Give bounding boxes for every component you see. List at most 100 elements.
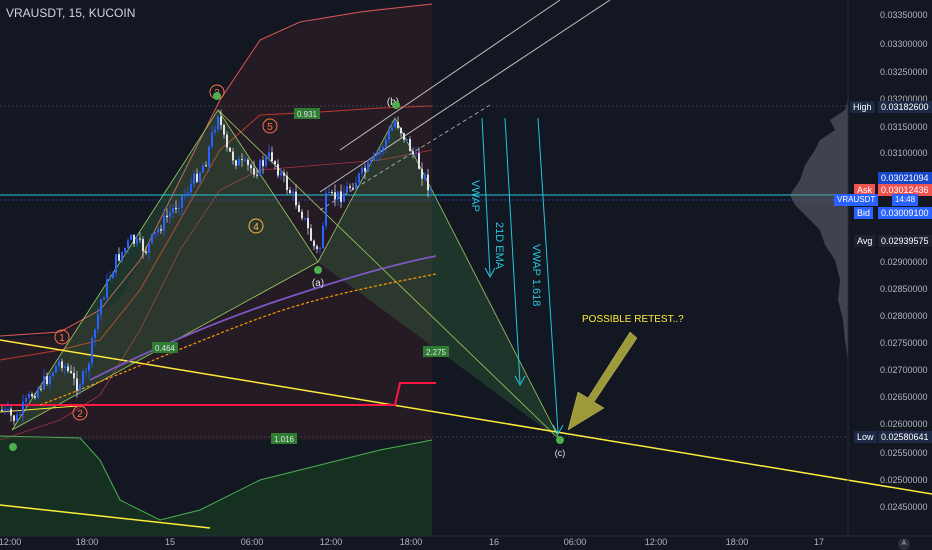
channel-lower [319, 104, 491, 211]
candle-body [151, 234, 153, 244]
ema-text: 21D EMA [493, 222, 505, 270]
candle-body [268, 152, 270, 157]
candle-body [391, 127, 393, 131]
channel-upper [339, 0, 561, 151]
bid-label: Bid [854, 207, 874, 219]
svg-text:4: 4 [253, 222, 259, 233]
price-label: 0.03300000 [880, 39, 928, 49]
trendline-yellow-upper [0, 339, 932, 495]
candle-body [427, 174, 429, 191]
candle-body [346, 186, 348, 193]
symbol-title[interactable]: VRAUSDT, 15, KUCOIN [6, 6, 136, 20]
pattern-triangle-right [318, 118, 560, 440]
candle-body [58, 361, 60, 366]
candle-body [34, 396, 36, 398]
candle-body [82, 371, 84, 385]
candle-body [175, 207, 177, 210]
candle-body [400, 127, 402, 134]
candle-body [202, 165, 204, 173]
trendline-yellow-lower [0, 504, 211, 529]
ratio-label-0931: 0.931 [294, 108, 320, 119]
pattern-point-d [556, 436, 564, 444]
pattern-triangle-left [12, 110, 318, 430]
candle-body [25, 398, 27, 403]
time-label: 16 [488, 537, 500, 547]
candle-body [61, 361, 63, 369]
candle-body [88, 363, 90, 372]
candle-body [247, 159, 249, 166]
candle-body [277, 164, 279, 176]
high-label: High [850, 101, 875, 113]
time-label: 18:00 [725, 537, 749, 547]
wave-label-4: 4 [248, 218, 264, 234]
price-label: 0.02700000 [880, 365, 928, 375]
price-axis[interactable]: 0.03350000 0.03300000 0.03250000 0.03200… [834, 0, 932, 536]
band-fill [0, 4, 432, 440]
lower-oscillator-fill [0, 436, 432, 536]
candle-body [361, 167, 363, 174]
candle-body [103, 297, 105, 300]
candle-body [328, 192, 330, 194]
candle-body [289, 190, 291, 194]
time-axis[interactable]: 12:00 18:00 15 06:00 12:00 18:00 16 06:0… [0, 536, 848, 550]
vwap-fib-arrow-head [552, 424, 564, 436]
candle-body [418, 153, 420, 169]
candle-body [286, 175, 288, 191]
lower-oscillator-line [0, 435, 433, 521]
ratio-label-1016: 1.016 [271, 433, 297, 444]
candle-body [304, 218, 306, 220]
candle-body [211, 132, 213, 147]
candle-body [349, 186, 351, 188]
candle-body [409, 138, 411, 152]
candle-body [181, 196, 183, 208]
svg-text:0.464: 0.464 [155, 344, 176, 353]
candle-body [217, 116, 219, 130]
candle-body [244, 159, 246, 161]
candle-body [10, 408, 12, 416]
candle-body [178, 207, 180, 210]
candle-body [376, 153, 378, 155]
candle-body [106, 279, 108, 298]
countdown: 14:48 [892, 194, 919, 206]
wave-label-5: 5 [262, 118, 278, 134]
candle-body [421, 168, 423, 179]
pattern-point-b [314, 266, 322, 274]
svg-text:2: 2 [77, 409, 83, 420]
price-label: 0.02550000 [880, 448, 928, 458]
candle-body [379, 149, 381, 154]
candle-body [115, 254, 117, 273]
candle-body [97, 314, 99, 330]
candle-body [133, 234, 135, 244]
candle-body [262, 160, 264, 167]
low-label: Low [854, 431, 877, 443]
ema-arrow [504, 117, 521, 384]
low-value: 0.02580641 [878, 431, 932, 443]
svg-text:1.016: 1.016 [274, 435, 295, 444]
candle-body [316, 246, 318, 249]
candle-body [139, 238, 141, 240]
candle-body [91, 338, 93, 364]
candle-body [310, 228, 312, 241]
candle-body [16, 414, 18, 421]
candle-body [22, 402, 24, 415]
candle-body [388, 130, 390, 140]
candle-body [370, 160, 372, 163]
last-symbol: VRAUSDT [834, 194, 879, 206]
time-label: 06:00 [563, 537, 587, 547]
price-label: 0.02600000 [880, 419, 928, 429]
candle-body [199, 172, 201, 182]
price-label: 0.02450000 [880, 502, 928, 512]
wave-label-1: 1 [54, 329, 70, 345]
candle-body [256, 174, 258, 176]
candle-body [226, 134, 228, 148]
price-label: 0.03350000 [880, 10, 928, 20]
candle-body [382, 147, 384, 150]
auto-scale-icon[interactable]: A [898, 538, 910, 550]
time-label: 15 [164, 537, 176, 547]
candle-body [85, 371, 87, 373]
candle-body [52, 372, 54, 377]
candle-body [250, 165, 252, 169]
candle-body [193, 173, 195, 185]
candle-body [190, 184, 192, 193]
